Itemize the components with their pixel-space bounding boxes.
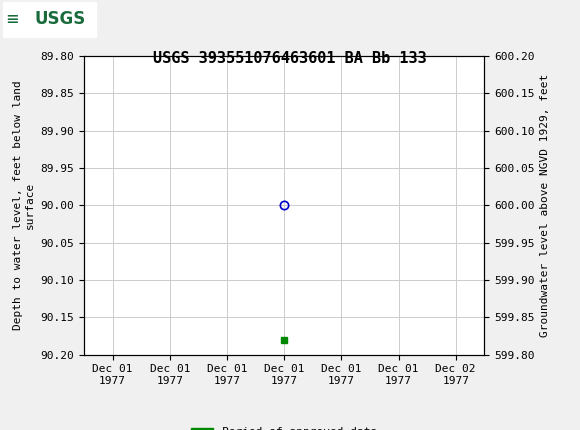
FancyBboxPatch shape <box>3 2 96 37</box>
Y-axis label: Depth to water level, feet below land
surface: Depth to water level, feet below land su… <box>13 80 35 330</box>
Y-axis label: Groundwater level above NGVD 1929, feet: Groundwater level above NGVD 1929, feet <box>540 74 550 337</box>
Text: ≡: ≡ <box>6 10 17 29</box>
Legend: Period of approved data: Period of approved data <box>187 423 382 430</box>
Text: USGS 393551076463601 BA Bb 133: USGS 393551076463601 BA Bb 133 <box>153 51 427 65</box>
Text: USGS: USGS <box>35 10 86 28</box>
